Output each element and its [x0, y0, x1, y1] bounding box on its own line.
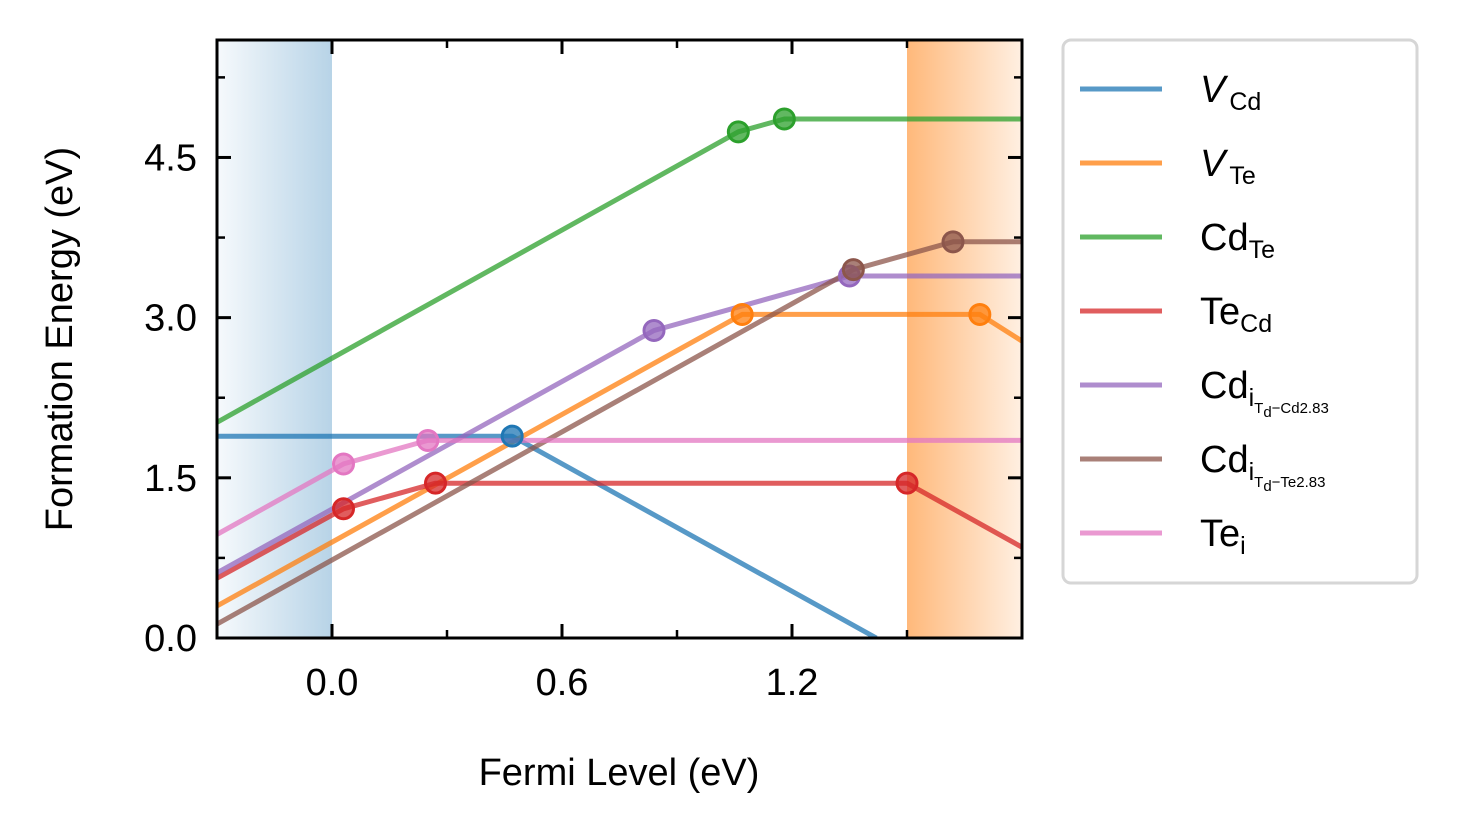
x-tick-label: 1.2 — [766, 662, 819, 704]
series-marker-3-1 — [424, 471, 447, 495]
legend-label-0: V Cd — [1200, 69, 1261, 116]
series-lines — [217, 116, 1022, 638]
y-tick-label: 3.0 — [144, 298, 197, 340]
series-marker-5-0 — [841, 258, 865, 282]
series-marker-5-1 — [941, 230, 965, 254]
legend-label-5: CdiTd−Te2.83 — [1200, 439, 1325, 495]
legend-label-6: Tei — [1200, 513, 1246, 560]
series-marker-3-2 — [895, 471, 919, 495]
conduction-band-region — [907, 40, 1022, 638]
series-marker-2-1 — [772, 107, 796, 131]
series-markers — [332, 107, 992, 521]
y-tick-label: 0.0 — [144, 618, 197, 660]
series-marker-4-0 — [642, 318, 666, 342]
legend-box — [1061, 38, 1419, 585]
x-tick-label: 0.6 — [536, 662, 589, 704]
series-marker-6-0 — [332, 452, 355, 476]
axes: 0.0 0.6 1.2 0.0 1.5 3.0 4.5 — [144, 38, 1024, 704]
series-line-4 — [217, 273, 1022, 576]
legend-label-4: CdiTd−Cd2.83 — [1200, 365, 1329, 421]
series-line-2 — [217, 116, 1022, 425]
y-tick-label: 4.5 — [144, 137, 197, 179]
series-line-6 — [217, 437, 1022, 537]
series-marker-0-0 — [500, 424, 524, 448]
y-tick-label: 1.5 — [144, 458, 197, 500]
series-marker-1-0 — [730, 302, 754, 326]
x-axis-label: Fermi Level (eV) — [479, 752, 760, 794]
legend-label-1: V Te — [1200, 143, 1256, 190]
legend-label-2: CdTe — [1200, 217, 1275, 264]
legend: V Cd V Te CdTe TeCd CdiTd−Cd2.83 CdiTd−Te2.83 Te… — [1061, 38, 1419, 585]
series-line-1 — [217, 311, 1022, 609]
legend-label-3: TeCd — [1200, 291, 1272, 338]
series-marker-3-0 — [332, 497, 355, 521]
x-tick-label: 0.0 — [306, 662, 359, 704]
plot-frame — [215, 38, 1024, 640]
series-marker-1-1 — [968, 302, 992, 326]
series-marker-2-0 — [726, 120, 750, 144]
y-axis-label: Formation Energy (eV) — [39, 147, 81, 531]
series-marker-6-1 — [416, 428, 440, 452]
band-regions — [217, 40, 1022, 638]
series-line-5 — [217, 239, 1022, 627]
